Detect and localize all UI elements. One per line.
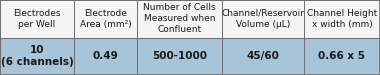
Text: Channel/Reservoir
Volume (μL): Channel/Reservoir Volume (μL): [222, 9, 305, 29]
Bar: [222, 0, 304, 38]
Text: 45/60: 45/60: [247, 51, 280, 61]
Text: 10
(6 channels): 10 (6 channels): [1, 45, 73, 67]
Text: Number of Cells
Measured when
Confluent: Number of Cells Measured when Confluent: [143, 4, 216, 34]
Bar: [74, 38, 137, 75]
Text: 500-1000: 500-1000: [152, 51, 207, 61]
Bar: [137, 38, 222, 75]
Bar: [74, 0, 137, 38]
Text: 0.49: 0.49: [93, 51, 118, 61]
Text: Channel Height
x width (mm): Channel Height x width (mm): [307, 9, 377, 29]
Bar: [304, 38, 380, 75]
Bar: [137, 0, 222, 38]
Bar: [0, 0, 74, 38]
Text: Electrodes
per Well: Electrodes per Well: [13, 9, 61, 29]
Text: Electrode
Area (mm²): Electrode Area (mm²): [79, 9, 131, 29]
Bar: [222, 38, 304, 75]
Bar: [304, 0, 380, 38]
Text: 0.66 x 5: 0.66 x 5: [318, 51, 366, 61]
Bar: [0, 38, 74, 75]
